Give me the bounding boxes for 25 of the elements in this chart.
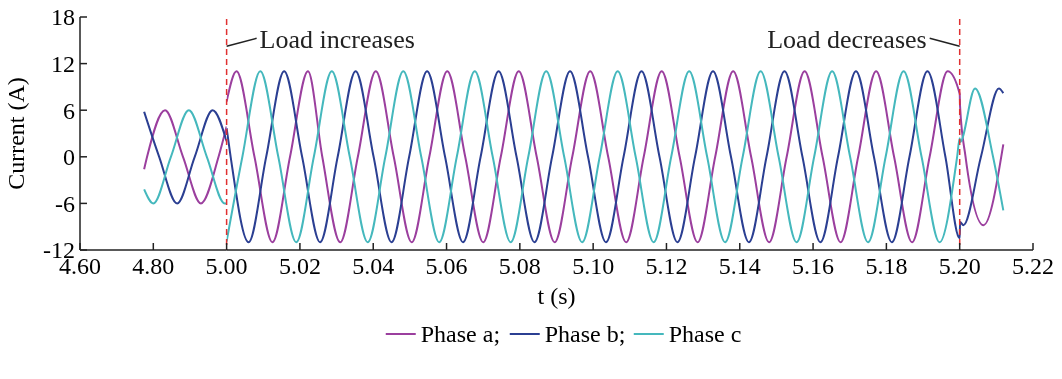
x-tick-label: 5.08 — [498, 253, 541, 279]
x-axis-title: t (s) — [537, 283, 576, 309]
annotation: Load increases — [259, 25, 415, 55]
y-tick-label: -6 — [55, 190, 75, 217]
y-tick-label: 18 — [51, 4, 75, 31]
y-tick-label: 0 — [63, 144, 75, 171]
x-tick-label: 5.18 — [865, 253, 908, 279]
y-tick-label: 6 — [63, 97, 75, 124]
legend-label: Phase c — [668, 321, 742, 347]
y-axis-title: Current (A) — [3, 77, 29, 190]
y-tick-label: 12 — [51, 51, 75, 77]
x-tick-label: 5.20 — [938, 253, 981, 279]
x-tick-label: 5.14 — [718, 253, 761, 279]
x-tick-label: 5.12 — [645, 253, 688, 279]
x-tick-label: 5.06 — [425, 253, 468, 279]
x-tick-label: 5.02 — [278, 253, 321, 279]
x-tick-label: 5.22 — [1012, 253, 1054, 279]
x-tick-label: 5.00 — [205, 253, 248, 279]
x-tick-label: 5.04 — [352, 253, 395, 279]
x-tick-label: 5.10 — [572, 253, 615, 279]
legend-label: Phase b; — [544, 321, 626, 347]
x-tick-label: 5.16 — [792, 253, 835, 279]
x-tick-label: 4.80 — [132, 253, 175, 279]
legend-label: Phase a; — [420, 321, 501, 347]
annotation: Load decreases — [767, 25, 927, 55]
